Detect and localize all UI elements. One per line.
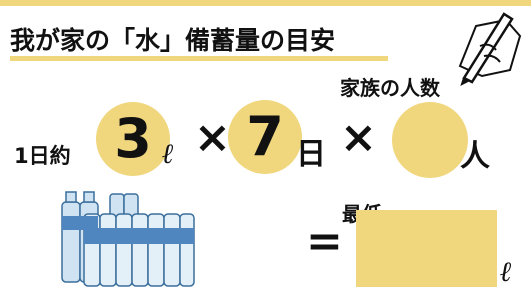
family-circle	[392, 102, 468, 178]
back-labels	[62, 216, 98, 230]
equals: =	[306, 220, 343, 264]
times-2: ×	[340, 116, 377, 160]
liters: 3	[96, 112, 170, 166]
result-unit: ℓ	[500, 258, 512, 286]
page: 我が家の「水」備蓄量の目安 1日約 3 ℓ × 7 日 × 家族の人数 人 = …	[0, 0, 531, 294]
days: 7	[228, 110, 302, 164]
per-day-label: 1日約	[14, 146, 71, 167]
person-unit: 人	[460, 142, 490, 172]
title: 我が家の「水」備蓄量の目安	[10, 28, 335, 53]
labels-band	[84, 228, 194, 244]
title-underline	[10, 56, 388, 61]
result-box	[356, 210, 497, 287]
bottles-icon	[58, 188, 198, 288]
pen-icon	[446, 6, 526, 86]
front-bottles	[84, 214, 194, 286]
day-unit: 日	[296, 140, 326, 170]
times-1: ×	[194, 116, 231, 160]
family-label: 家族の人数	[340, 78, 440, 98]
liter-unit: ℓ	[162, 140, 174, 168]
